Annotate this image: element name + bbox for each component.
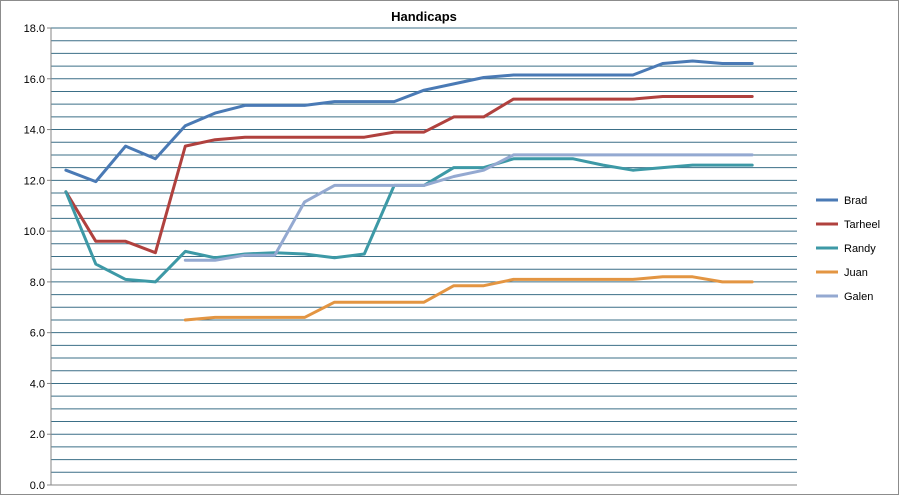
y-tick-label: 2.0 <box>30 429 45 441</box>
y-tick-label: 14.0 <box>24 125 45 137</box>
series-line-tarheel <box>64 95 754 255</box>
series-line-randy <box>64 157 754 284</box>
legend-label-brad: Brad <box>844 195 867 207</box>
legend-label-galen: Galen <box>844 291 873 303</box>
y-tick-label: 12.0 <box>24 175 45 187</box>
legend-label-randy: Randy <box>844 243 876 255</box>
series-line-brad <box>64 59 754 184</box>
legend-label-juan: Juan <box>844 267 868 279</box>
y-tick-label: 16.0 <box>24 74 45 86</box>
y-tick-label: 0.0 <box>30 480 45 492</box>
legend-label-tarheel: Tarheel <box>844 219 880 231</box>
series-line-galen <box>183 153 754 262</box>
chart-title: Handicaps <box>391 9 457 24</box>
series-line-juan <box>183 275 754 322</box>
y-tick-label: 18.0 <box>24 23 45 35</box>
y-tick-label: 10.0 <box>24 226 45 238</box>
y-tick-label: 4.0 <box>30 378 45 390</box>
y-tick-label: 6.0 <box>30 328 45 340</box>
y-tick-label: 8.0 <box>30 277 45 289</box>
